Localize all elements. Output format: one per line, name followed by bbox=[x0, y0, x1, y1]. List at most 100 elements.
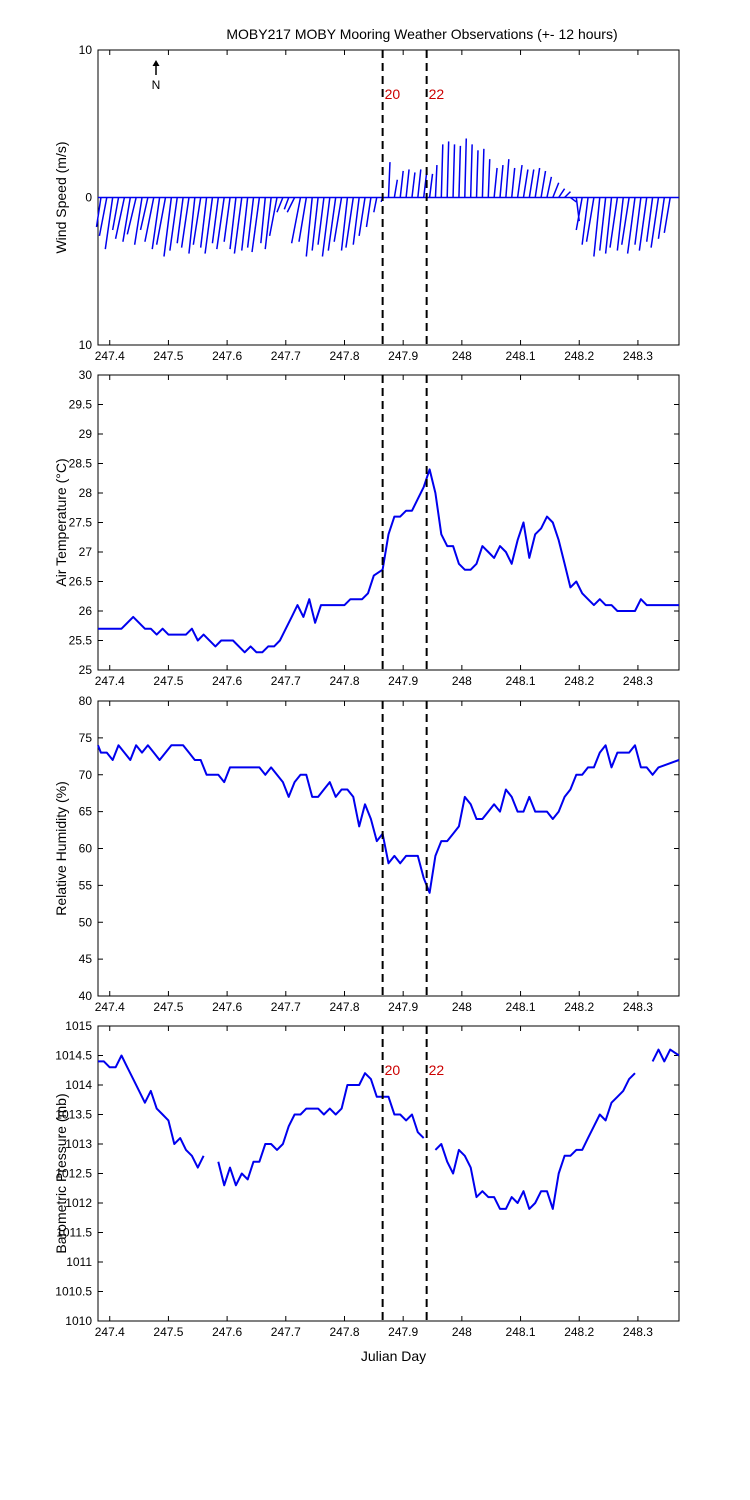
y-tick-label: 1012.5 bbox=[55, 1167, 92, 1181]
wind-vector bbox=[663, 197, 671, 234]
wind-vector bbox=[122, 197, 132, 242]
x-tick-label: 247.9 bbox=[388, 674, 418, 688]
y-tick-label: 1010.5 bbox=[55, 1285, 92, 1299]
wind-vector bbox=[399, 170, 404, 198]
x-tick-label: 247.7 bbox=[271, 1000, 301, 1014]
wind-vector bbox=[327, 197, 337, 251]
wind-vector bbox=[268, 197, 278, 236]
wind-vector bbox=[638, 197, 648, 251]
x-tick-label: 247.6 bbox=[212, 674, 242, 688]
wind-vector bbox=[434, 165, 438, 198]
series-line bbox=[98, 1054, 205, 1169]
wind-vector bbox=[405, 169, 410, 198]
wind-vector bbox=[621, 197, 630, 245]
wind-vector bbox=[593, 197, 601, 257]
x-tick-label: 248.2 bbox=[564, 349, 594, 363]
series-line bbox=[434, 1072, 636, 1210]
y-tick-label: 27 bbox=[79, 545, 93, 559]
wind-vector bbox=[585, 197, 595, 242]
y-tick-label: 75 bbox=[79, 731, 93, 745]
wind-vector bbox=[358, 197, 366, 236]
y-tick-label: 1012 bbox=[65, 1196, 92, 1210]
x-tick-label: 248.3 bbox=[623, 674, 653, 688]
y-tick-label: 30 bbox=[79, 368, 93, 382]
x-tick-label: 247.8 bbox=[329, 349, 359, 363]
north-label: N bbox=[152, 78, 161, 92]
y-tick-label: 1013.5 bbox=[55, 1108, 92, 1122]
wind-vector bbox=[650, 197, 660, 248]
wind-vector bbox=[305, 197, 313, 257]
wind-vector bbox=[487, 159, 491, 198]
series-line bbox=[97, 744, 680, 894]
wind-vector bbox=[469, 144, 473, 198]
y-tick-label: 25 bbox=[79, 663, 93, 677]
y-tick-label: 26 bbox=[79, 604, 93, 618]
wind-vector bbox=[645, 197, 654, 242]
x-tick-label: 247.8 bbox=[329, 674, 359, 688]
x-tick-label: 248.2 bbox=[564, 1000, 594, 1014]
y-tick-label: 1010 bbox=[65, 1314, 92, 1328]
y-axis-label: Barometric Pressure (mb) bbox=[53, 1093, 69, 1253]
wind-vector bbox=[111, 197, 120, 231]
wind-vector bbox=[581, 197, 589, 245]
wind-vector bbox=[481, 148, 485, 198]
wind-vector bbox=[352, 197, 360, 245]
wind-vector bbox=[534, 167, 541, 198]
y-tick-label: 29.5 bbox=[69, 398, 93, 412]
wind-vector bbox=[373, 197, 378, 213]
y-tick-label: 10 bbox=[79, 43, 93, 57]
wind-vector bbox=[505, 159, 510, 198]
wind-vector bbox=[283, 197, 290, 210]
wind-vector bbox=[290, 197, 302, 244]
x-tick-label: 247.6 bbox=[212, 1000, 242, 1014]
wind-vector bbox=[192, 197, 202, 245]
x-tick-label: 247.5 bbox=[153, 349, 183, 363]
wind-vector bbox=[317, 197, 325, 245]
air-temperature-panel: 25 25.5 26 26.5 27 27.5 28 28.5 29 29.5 30 247.4 247… bbox=[53, 368, 680, 688]
y-tick-label: 28.5 bbox=[69, 457, 93, 471]
wind-vector bbox=[333, 197, 343, 242]
x-tick-label: 247.5 bbox=[153, 1000, 183, 1014]
y-tick-label: 55 bbox=[79, 878, 93, 892]
y-tick-label: 26.5 bbox=[69, 575, 93, 589]
series-line bbox=[98, 468, 679, 654]
wind-vector bbox=[241, 197, 249, 251]
x-tick-label: 248.3 bbox=[623, 349, 653, 363]
y-tick-label: 25.5 bbox=[69, 634, 93, 648]
x-tick-label: 247.4 bbox=[95, 1000, 125, 1014]
x-tick-label: 247.9 bbox=[388, 1325, 418, 1339]
wind-vector bbox=[475, 150, 479, 198]
wind-vector bbox=[104, 197, 114, 250]
y-tick-label: 1011.5 bbox=[56, 1226, 92, 1240]
y-tick-label: 70 bbox=[79, 768, 93, 782]
series-line bbox=[217, 1072, 425, 1187]
north-arrowhead-icon bbox=[152, 60, 160, 66]
wind-vector bbox=[446, 141, 450, 198]
x-tick-label: 247.4 bbox=[95, 1325, 125, 1339]
x-tick-label: 247.7 bbox=[271, 349, 301, 363]
y-tick-label: 0 bbox=[85, 191, 92, 205]
x-tick-label: 248.1 bbox=[506, 1000, 536, 1014]
x-tick-label: 247.7 bbox=[271, 674, 301, 688]
wind-vector bbox=[286, 197, 296, 213]
barometric-pressure-panel: 1010 1010.5 1011 1011.5 1012 1012.5 1013 1013.5… bbox=[53, 1019, 680, 1339]
wind-vector bbox=[126, 197, 137, 235]
x-tick-label: 248 bbox=[452, 674, 472, 688]
wind-vector bbox=[510, 167, 516, 198]
x-tick-label: 247.4 bbox=[95, 349, 125, 363]
wind-vector bbox=[558, 188, 566, 198]
wind-vector bbox=[428, 173, 434, 198]
y-axis-label: Wind Speed (m/s) bbox=[53, 141, 69, 253]
relative-humidity-panel: 40 45 50 55 60 65 70 75 80 247.4 247.5 247.6 247.7 24… bbox=[53, 694, 680, 1014]
chart-title: MOBY217 MOBY Mooring Weather Observation… bbox=[226, 26, 617, 42]
x-axis-label: Julian Day bbox=[361, 1348, 426, 1364]
wind-vector bbox=[114, 197, 126, 239]
y-tick-label: 1014 bbox=[65, 1078, 92, 1092]
wind-vector bbox=[229, 197, 237, 250]
wind-vector bbox=[340, 197, 349, 251]
wind-vector bbox=[276, 197, 284, 213]
x-tick-label: 247.4 bbox=[95, 674, 125, 688]
y-tick-label: 1011 bbox=[66, 1255, 92, 1269]
